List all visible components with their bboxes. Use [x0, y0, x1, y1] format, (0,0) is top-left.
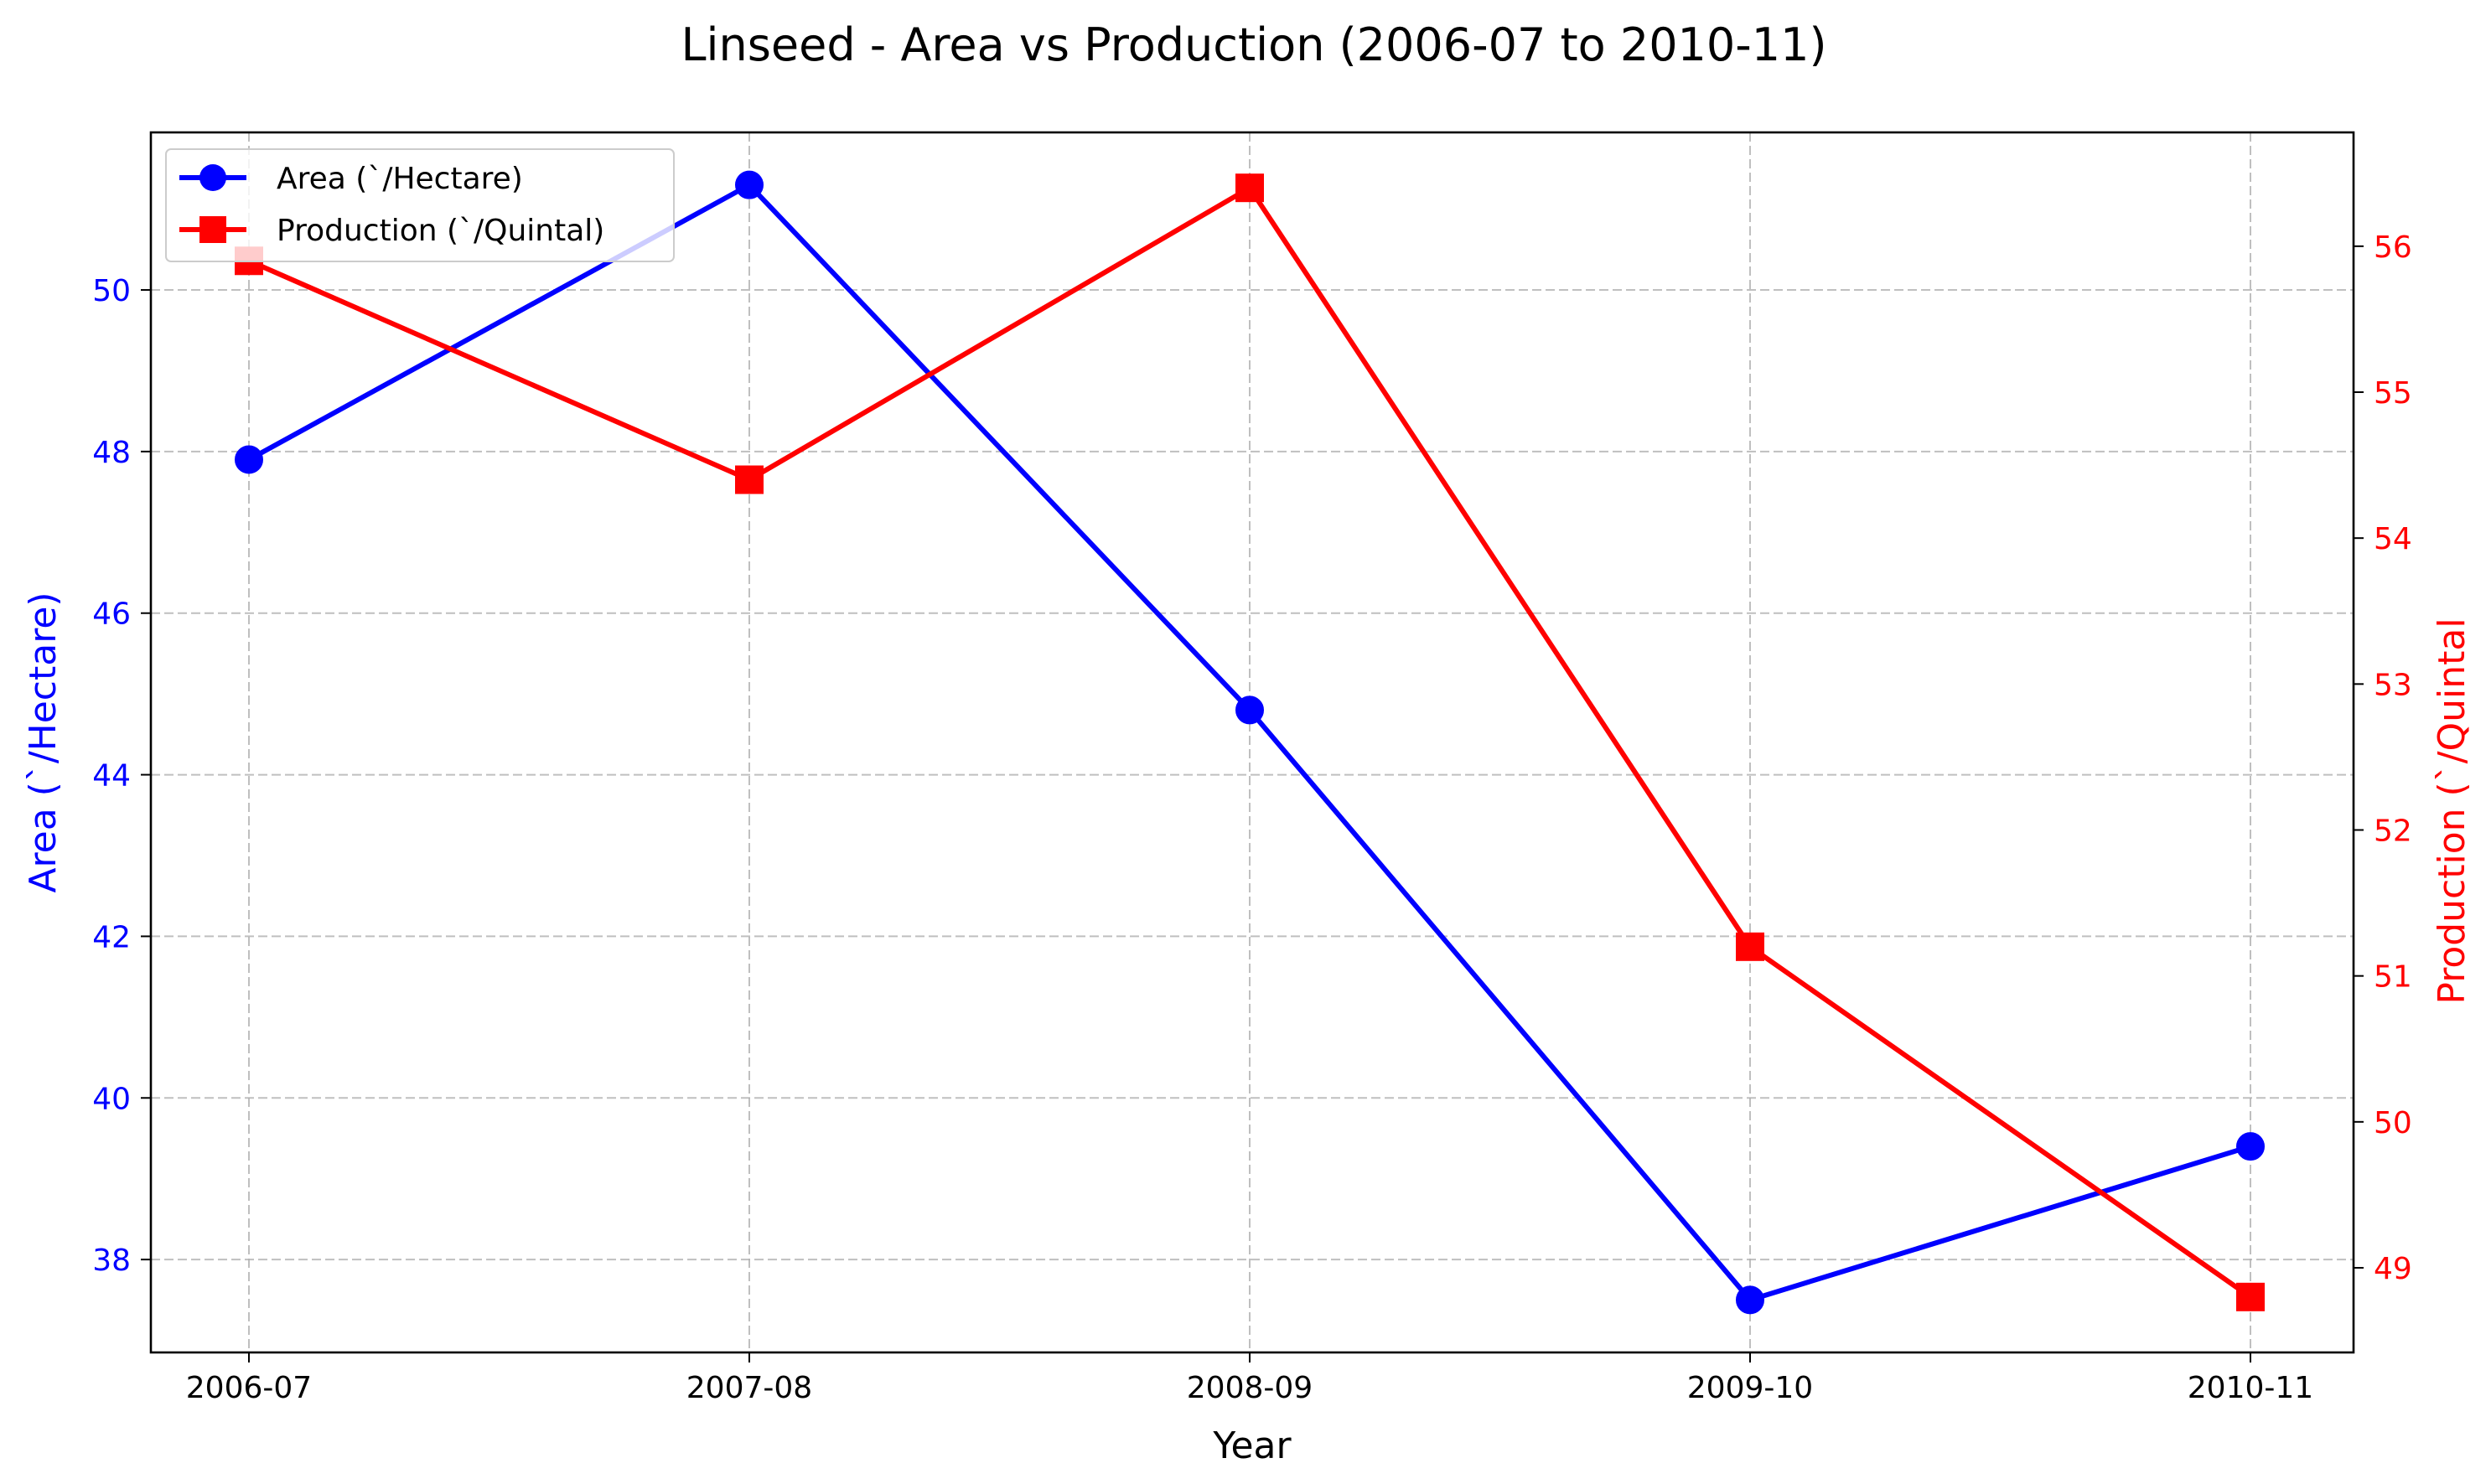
x-tick-label: 2007-08 [686, 1371, 812, 1405]
x-axis-title: Year [1212, 1425, 1292, 1467]
right-tick-label: 49 [2374, 1252, 2412, 1286]
legend: Area (`/Hectare) Production (`/Quintal) [165, 148, 675, 262]
production-data-point [2236, 1282, 2265, 1311]
left-axis-title: Area (`/Hectare) [22, 592, 65, 892]
production-data-point [735, 465, 764, 494]
left-tick-label: 38 [92, 1244, 131, 1278]
chart-title: Linseed - Area vs Production (2006-07 to… [681, 18, 1826, 71]
right-tick-label: 50 [2374, 1106, 2412, 1140]
x-tick-label: 2008-09 [1187, 1371, 1313, 1405]
grid-layer [151, 132, 2354, 1352]
area-data-point [1736, 1285, 1764, 1315]
left-tick-label: 44 [92, 759, 131, 794]
production-legend-marker [199, 216, 226, 243]
right-tick-label: 54 [2374, 522, 2412, 556]
plot-area-frame [149, 131, 2355, 1354]
x-tick-label: 2009-10 [1687, 1371, 1813, 1405]
x-tick-label: 2006-07 [186, 1371, 312, 1405]
left-tick-label: 42 [92, 920, 131, 954]
left-tick-label: 50 [92, 274, 131, 308]
x-tick-label: 2010-11 [2188, 1371, 2313, 1405]
production-data-point [1235, 173, 1264, 203]
right-axis-title: Production (`/Quintal [2431, 618, 2473, 1004]
right-tick-label: 51 [2374, 960, 2412, 995]
left-tick-label: 40 [92, 1082, 131, 1116]
right-tick-label: 56 [2374, 230, 2412, 265]
legend-box [165, 148, 675, 262]
production-legend-label: Production (`/Quintal) [277, 214, 604, 248]
area-data-point [1235, 695, 1264, 725]
production-data-point [1736, 932, 1764, 961]
area-data-point [235, 445, 263, 474]
series-layer [235, 170, 2265, 1315]
area-legend-marker [199, 164, 226, 191]
area-data-point [735, 170, 764, 199]
area-legend-label: Area (`/Hectare) [277, 162, 523, 196]
legend-items: Area (`/Hectare) Production (`/Quintal) [179, 162, 604, 248]
left-tick-label: 48 [92, 436, 131, 470]
axis-layer: 2006-07 2007-08 2008-09 2009-10 2010-11 38 40 4… [92, 230, 2412, 1405]
right-tick-label: 52 [2374, 814, 2412, 848]
right-tick-label: 53 [2374, 668, 2412, 702]
left-tick-label: 46 [92, 597, 131, 632]
right-tick-label: 55 [2374, 376, 2412, 411]
area-data-point [2236, 1132, 2265, 1161]
